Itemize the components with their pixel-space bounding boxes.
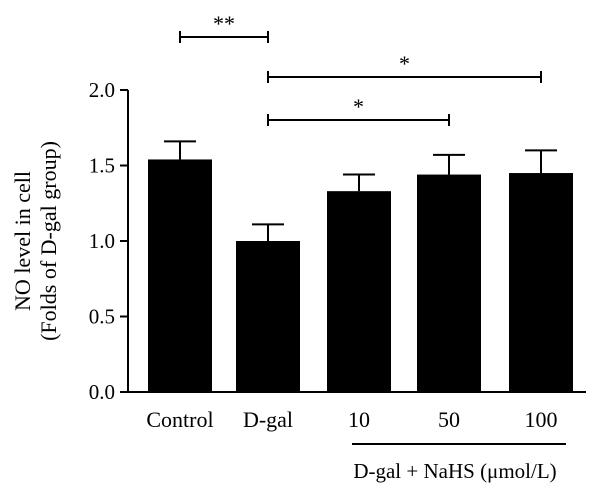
y-axis-title-line1: NO level in cell bbox=[10, 171, 35, 311]
group-label: D-gal + NaHS (μmol/L) bbox=[353, 459, 556, 483]
y-axis-title-line2: (Folds of D-gal group) bbox=[36, 141, 61, 341]
significance-label: * bbox=[353, 94, 364, 119]
bar bbox=[236, 241, 300, 392]
y-tick-label: 2.0 bbox=[89, 78, 115, 102]
y-tick-label: 0.0 bbox=[89, 380, 115, 404]
significance-label: * bbox=[399, 51, 410, 76]
y-tick-label: 1.0 bbox=[89, 229, 115, 253]
x-tick-label: D-gal bbox=[243, 407, 293, 432]
bar bbox=[417, 174, 481, 392]
bar bbox=[327, 191, 391, 392]
x-tick-label: 100 bbox=[525, 407, 558, 432]
y-tick-label: 1.5 bbox=[89, 154, 115, 178]
significance-label: ** bbox=[213, 11, 235, 36]
bar bbox=[148, 159, 212, 392]
bars bbox=[148, 159, 573, 392]
y-tick-label: 0.5 bbox=[89, 305, 115, 329]
x-tick-labels: Control D-gal 10 50 100 bbox=[146, 407, 557, 432]
group-annotation: D-gal + NaHS (μmol/L) bbox=[352, 443, 566, 483]
error-bars bbox=[164, 140, 557, 241]
x-tick-label: 50 bbox=[438, 407, 460, 432]
y-axis-title: NO level in cell (Folds of D-gal group) bbox=[10, 141, 61, 341]
x-tick-label: 10 bbox=[348, 407, 370, 432]
y-ticks: 0.0 0.5 1.0 1.5 2.0 bbox=[89, 78, 128, 404]
x-tick-label: Control bbox=[146, 407, 213, 432]
bar bbox=[509, 173, 573, 392]
significance-brackets: **** bbox=[179, 11, 542, 126]
